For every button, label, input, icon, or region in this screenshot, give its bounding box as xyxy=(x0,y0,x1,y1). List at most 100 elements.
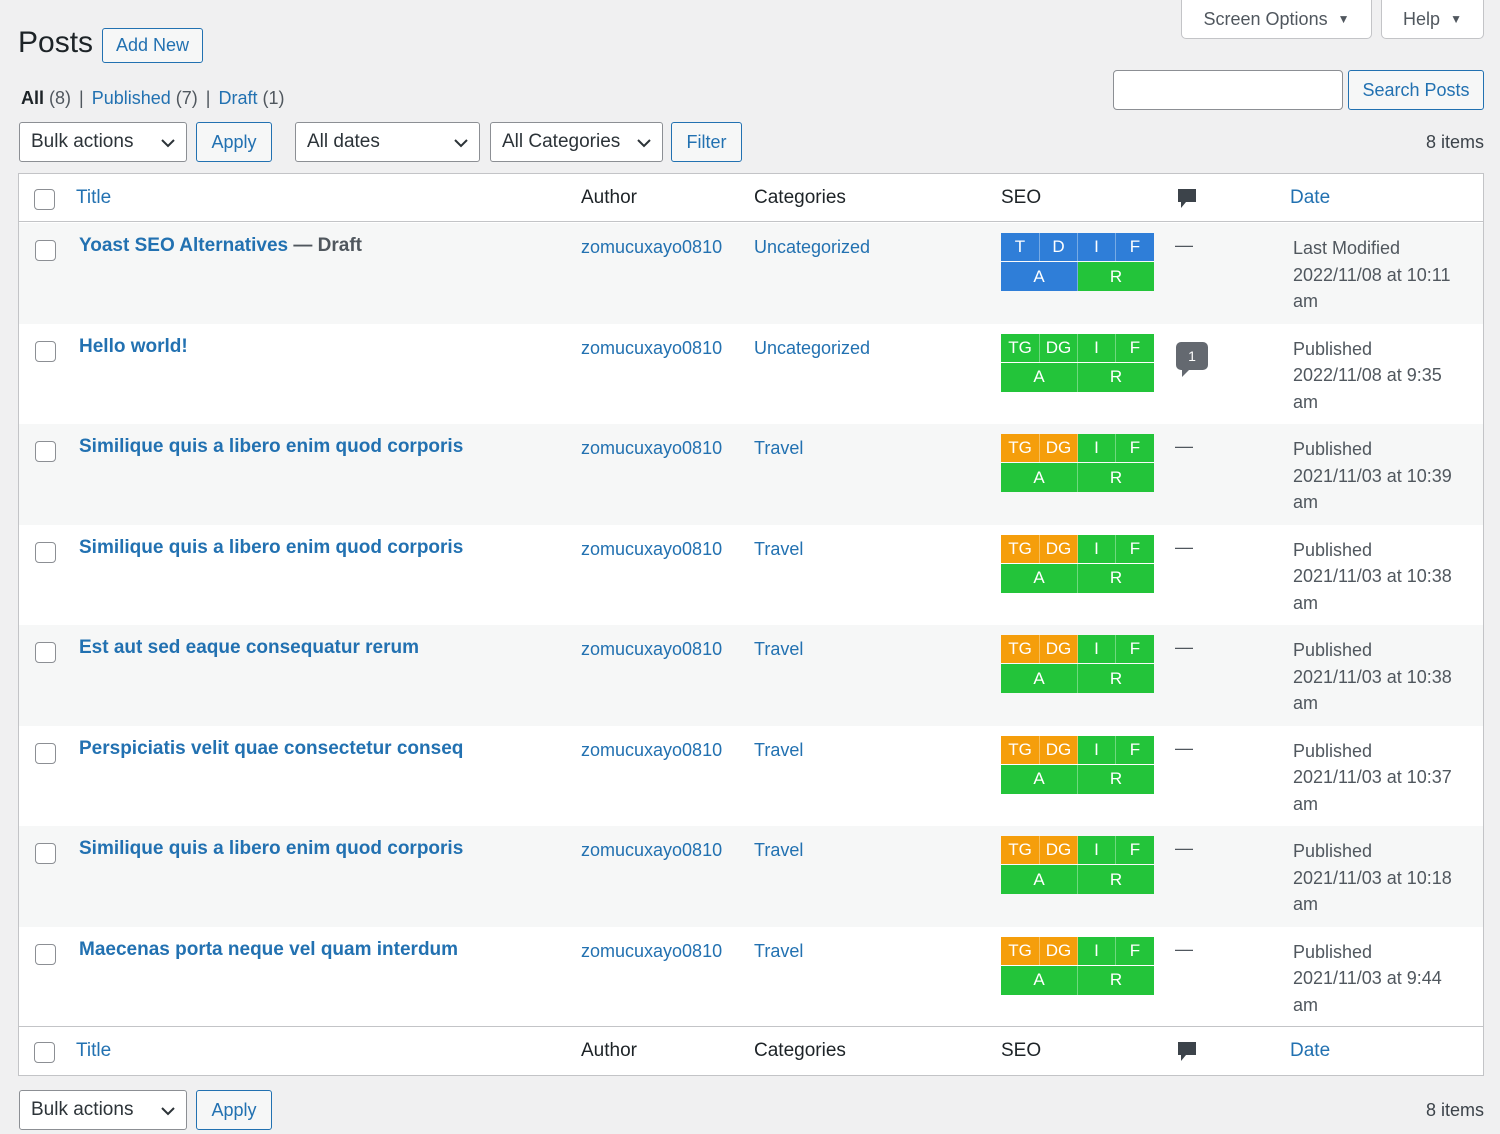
filter-button[interactable]: Filter xyxy=(671,122,742,162)
seo-indicator: TG xyxy=(1001,735,1040,764)
date-line: Published xyxy=(1293,640,1373,660)
seo-indicator: I xyxy=(1078,735,1116,764)
table-footer: Title Author Categories SEO Date xyxy=(19,1026,1483,1074)
screen-options-label: Screen Options xyxy=(1203,8,1328,29)
seo-indicator: F xyxy=(1116,534,1154,563)
category-link[interactable]: Travel xyxy=(754,739,804,760)
no-comments: — xyxy=(1175,838,1193,858)
row-checkbox[interactable] xyxy=(35,240,56,261)
post-title-link[interactable]: Yoast SEO Alternatives — Draft xyxy=(79,235,362,256)
dates-value: All dates xyxy=(307,131,380,152)
bulk-actions-select-bottom[interactable]: Bulk actions xyxy=(19,1090,187,1130)
column-date[interactable]: Date xyxy=(1290,1040,1331,1061)
search-input[interactable] xyxy=(1113,70,1343,110)
apply-button-bottom[interactable]: Apply xyxy=(196,1090,272,1130)
seo-indicator: TG xyxy=(1001,534,1040,563)
date-line: 2021/11/03 at 10:38 xyxy=(1293,666,1452,687)
filter-published[interactable]: Published (7) xyxy=(91,88,198,108)
column-date[interactable]: Date xyxy=(1290,187,1331,208)
help-tab[interactable]: Help ▼ xyxy=(1381,0,1484,39)
add-new-button[interactable]: Add New xyxy=(102,28,203,63)
post-date: Published 2021/11/03 at 9:44 am xyxy=(1293,939,1473,1019)
row-checkbox[interactable] xyxy=(35,541,56,563)
seo-indicator: TG xyxy=(1001,333,1040,362)
seo-indicator: F xyxy=(1116,635,1154,663)
post-date: Published 2021/11/03 at 10:38 am xyxy=(1293,637,1473,717)
author-link[interactable]: zomucuxayo0810 xyxy=(581,237,723,257)
date-line: Published xyxy=(1293,941,1373,962)
triangle-down-icon: ▼ xyxy=(1450,12,1462,26)
row-checkbox[interactable] xyxy=(35,742,56,764)
column-title[interactable]: Title xyxy=(76,1040,112,1061)
seo-indicator: R xyxy=(1078,965,1154,995)
category-link[interactable]: Travel xyxy=(754,940,804,961)
seo-indicator: A xyxy=(1001,563,1078,593)
category-link[interactable]: Travel xyxy=(754,538,804,559)
column-title[interactable]: Title xyxy=(76,187,112,208)
post-date: Published 2021/11/03 at 10:37 am xyxy=(1293,738,1473,818)
apply-button[interactable]: Apply xyxy=(196,122,272,162)
seo-indicator: DG xyxy=(1040,836,1078,864)
post-date: Published 2021/11/03 at 10:18 am xyxy=(1293,838,1473,918)
status-filter-links: All (8) | Published (7) | Draft (1) xyxy=(21,88,285,109)
select-all-checkbox[interactable] xyxy=(34,1042,55,1063)
select-all-checkbox[interactable] xyxy=(34,189,55,210)
row-checkbox[interactable] xyxy=(35,340,56,362)
bulk-actions-select[interactable]: Bulk actions xyxy=(19,122,187,162)
table-row: Perspiciatis velit quae consectetur cons… xyxy=(19,726,1483,827)
screen-options-tab[interactable]: Screen Options ▼ xyxy=(1181,0,1372,39)
author-link[interactable]: zomucuxayo0810 xyxy=(581,840,723,860)
row-checkbox[interactable] xyxy=(35,642,56,663)
dates-select[interactable]: All dates xyxy=(295,122,480,162)
seo-indicator: I xyxy=(1078,635,1116,663)
author-link[interactable]: zomucuxayo0810 xyxy=(581,739,723,760)
row-checkbox[interactable] xyxy=(35,943,56,965)
comment-count-bubble-icon[interactable]: 1 xyxy=(1176,341,1208,377)
date-line: 2021/11/03 at 10:37 xyxy=(1293,767,1452,787)
category-link[interactable]: Uncategorized xyxy=(754,337,871,358)
seo-indicator: A xyxy=(1001,262,1078,291)
comment-bubble-icon[interactable] xyxy=(1177,1041,1197,1063)
category-link[interactable]: Travel xyxy=(754,840,804,860)
category-link[interactable]: Travel xyxy=(754,639,804,659)
author-link[interactable]: zomucuxayo0810 xyxy=(581,940,723,961)
post-title-link[interactable]: Similique quis a libero enim quod corpor… xyxy=(79,436,464,457)
author-link[interactable]: zomucuxayo0810 xyxy=(581,337,723,358)
filter-all[interactable]: All (8) xyxy=(21,88,72,108)
bulk-actions-value: Bulk actions xyxy=(31,131,134,152)
seo-indicator: R xyxy=(1078,262,1154,291)
seo-status-grid: TG DG I F A R xyxy=(1001,635,1154,693)
post-title-link[interactable]: Perspiciatis velit quae consectetur cons… xyxy=(79,737,464,759)
author-link[interactable]: zomucuxayo0810 xyxy=(581,639,723,659)
seo-status-grid: TG DG I F A R xyxy=(1001,333,1154,392)
post-title-link[interactable]: Maecenas porta neque vel quam interdum xyxy=(79,938,459,960)
seo-indicator: I xyxy=(1078,434,1116,462)
seo-status-grid: TG DG I F A R xyxy=(1001,936,1154,995)
search-posts-button[interactable]: Search Posts xyxy=(1348,70,1484,110)
date-line: Published xyxy=(1293,841,1373,861)
seo-indicator: D xyxy=(1040,233,1078,261)
seo-indicator: TG xyxy=(1001,836,1040,864)
post-title-link[interactable]: Similique quis a libero enim quod corpor… xyxy=(79,838,464,859)
post-title-link[interactable]: Est aut sed eaque consequatur rerum xyxy=(79,637,419,658)
categories-select[interactable]: All Categories xyxy=(490,122,663,162)
author-link[interactable]: zomucuxayo0810 xyxy=(581,438,723,458)
comment-bubble-icon[interactable] xyxy=(1177,188,1197,210)
post-title-link[interactable]: Hello world! xyxy=(79,335,188,357)
author-link[interactable]: zomucuxayo0810 xyxy=(581,538,723,559)
category-link[interactable]: Uncategorized xyxy=(754,237,871,257)
post-state: — Draft xyxy=(288,235,362,256)
column-categories: Categories xyxy=(754,187,846,208)
post-title-link[interactable]: Similique quis a libero enim quod corpor… xyxy=(79,536,464,558)
category-link[interactable]: Travel xyxy=(754,438,804,458)
date-line: Published xyxy=(1293,740,1373,761)
row-checkbox[interactable] xyxy=(35,843,56,864)
seo-indicator: DG xyxy=(1040,936,1078,965)
row-checkbox[interactable] xyxy=(35,441,56,462)
seo-indicator: DG xyxy=(1040,534,1078,563)
filter-draft[interactable]: Draft (1) xyxy=(218,88,285,108)
chevron-down-icon xyxy=(454,139,468,148)
chevron-down-icon xyxy=(637,139,651,148)
seo-indicator: TG xyxy=(1001,936,1040,965)
post-date: Last Modified 2022/11/08 at 10:11 am xyxy=(1293,235,1473,315)
